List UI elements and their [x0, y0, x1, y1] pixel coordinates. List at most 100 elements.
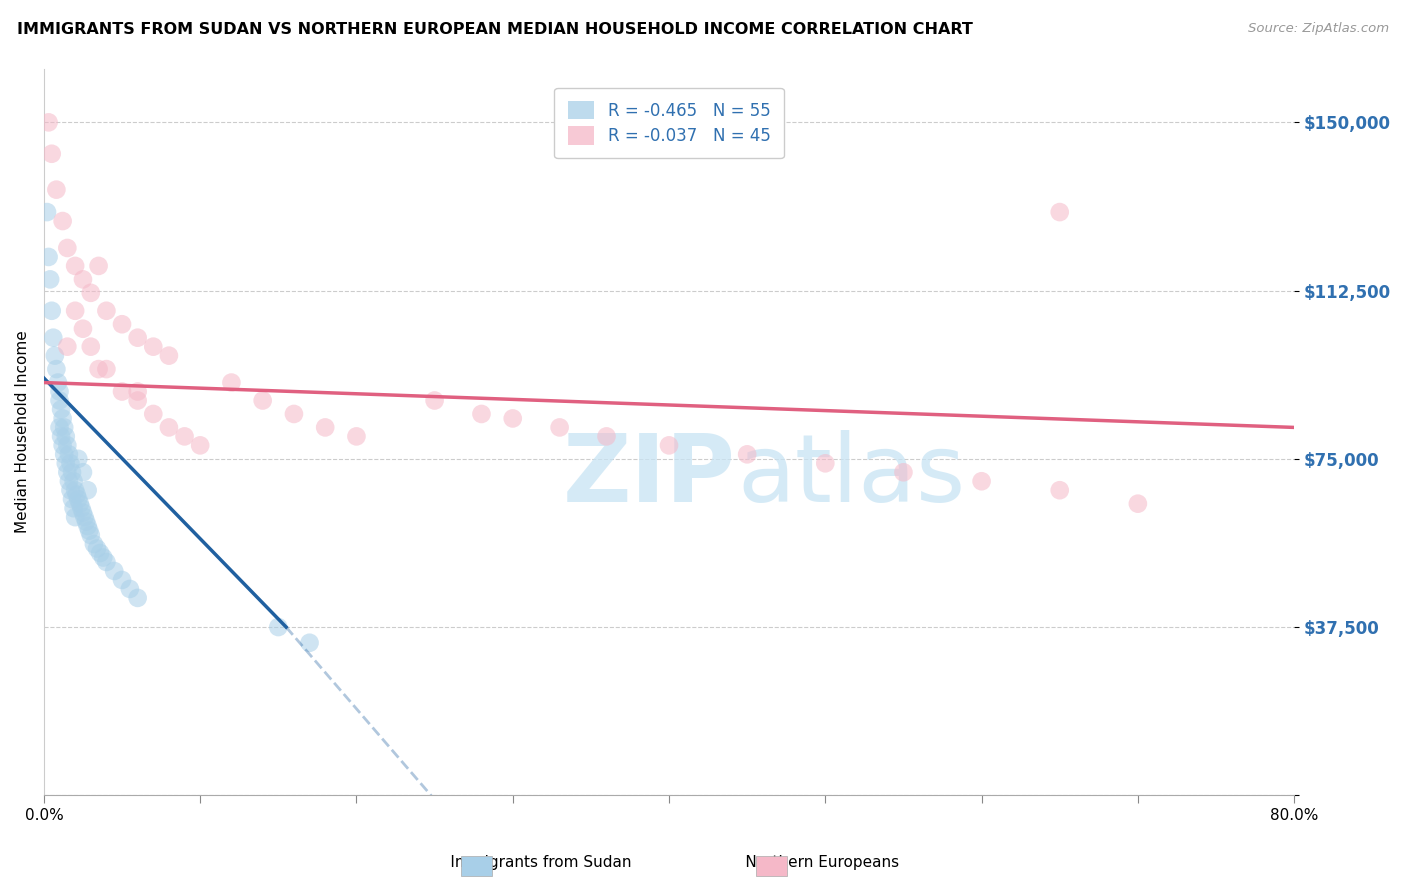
Point	[52, 411, 75, 425]
Point	[59, 456, 82, 470]
Text: Northern Europeans: Northern Europeans	[720, 855, 898, 870]
Point	[283, 407, 305, 421]
Point	[77, 524, 100, 538]
Point	[103, 564, 125, 578]
Point	[73, 510, 96, 524]
Point	[72, 322, 94, 336]
Legend: R = -0.465   N = 55, R = -0.037   N = 45: R = -0.465 N = 55, R = -0.037 N = 45	[554, 87, 783, 159]
Point	[314, 420, 336, 434]
Point	[80, 528, 103, 542]
Point	[1049, 483, 1071, 498]
Point	[55, 429, 77, 443]
Point	[76, 483, 98, 498]
Point	[45, 183, 67, 197]
Point	[1126, 497, 1149, 511]
Point	[63, 259, 86, 273]
Point	[96, 555, 118, 569]
Point	[1049, 205, 1071, 219]
Point	[470, 407, 492, 421]
Point	[111, 573, 134, 587]
Point	[267, 620, 290, 634]
Point	[60, 492, 83, 507]
Point	[118, 582, 141, 596]
Point	[56, 465, 79, 479]
Point	[96, 303, 118, 318]
Point	[42, 331, 65, 345]
Point	[58, 475, 80, 489]
Text: ZIP: ZIP	[562, 430, 735, 522]
Point	[49, 429, 72, 443]
Point	[48, 384, 70, 399]
Point	[44, 349, 66, 363]
Point	[96, 362, 118, 376]
Point	[41, 303, 63, 318]
Point	[127, 393, 149, 408]
Point	[87, 362, 110, 376]
Point	[75, 515, 97, 529]
Point	[56, 438, 79, 452]
Text: Immigrants from Sudan: Immigrants from Sudan	[426, 855, 631, 870]
Point	[548, 420, 571, 434]
Point	[89, 546, 111, 560]
Point	[72, 272, 94, 286]
Point	[53, 447, 76, 461]
Point	[35, 205, 58, 219]
Point	[221, 376, 243, 390]
Point	[63, 483, 86, 498]
Point	[87, 259, 110, 273]
Point	[63, 510, 86, 524]
Point	[38, 250, 60, 264]
Point	[893, 465, 915, 479]
Point	[142, 340, 165, 354]
Point	[735, 447, 758, 461]
Point	[423, 393, 446, 408]
Point	[658, 438, 681, 452]
Point	[41, 146, 63, 161]
Point	[45, 362, 67, 376]
Point	[346, 429, 368, 443]
Point	[298, 636, 321, 650]
Point	[86, 541, 108, 556]
Point	[56, 241, 79, 255]
Point	[39, 272, 62, 286]
Point	[66, 488, 89, 502]
Point	[595, 429, 617, 443]
Point	[52, 214, 75, 228]
Point	[252, 393, 274, 408]
Point	[70, 501, 93, 516]
Point	[67, 451, 90, 466]
Point	[60, 465, 83, 479]
Text: IMMIGRANTS FROM SUDAN VS NORTHERN EUROPEAN MEDIAN HOUSEHOLD INCOME CORRELATION C: IMMIGRANTS FROM SUDAN VS NORTHERN EUROPE…	[17, 22, 973, 37]
Point	[91, 550, 114, 565]
Point	[69, 497, 91, 511]
Point	[46, 376, 69, 390]
Point	[76, 519, 98, 533]
Point	[67, 492, 90, 507]
Point	[127, 591, 149, 605]
Point	[111, 384, 134, 399]
Point	[127, 331, 149, 345]
Point	[111, 317, 134, 331]
Point	[142, 407, 165, 421]
Point	[56, 340, 79, 354]
Text: Source: ZipAtlas.com: Source: ZipAtlas.com	[1249, 22, 1389, 36]
Point	[188, 438, 211, 452]
Point	[63, 303, 86, 318]
Point	[502, 411, 524, 425]
Point	[55, 456, 77, 470]
Point	[52, 438, 75, 452]
Point	[58, 447, 80, 461]
Text: atlas: atlas	[738, 430, 966, 522]
Point	[72, 465, 94, 479]
Point	[38, 115, 60, 129]
Point	[80, 340, 103, 354]
Point	[72, 506, 94, 520]
Point	[59, 483, 82, 498]
Point	[814, 456, 837, 470]
Point	[157, 349, 180, 363]
Point	[48, 393, 70, 408]
Point	[127, 384, 149, 399]
Point	[80, 285, 103, 300]
Point	[173, 429, 195, 443]
Point	[62, 501, 84, 516]
